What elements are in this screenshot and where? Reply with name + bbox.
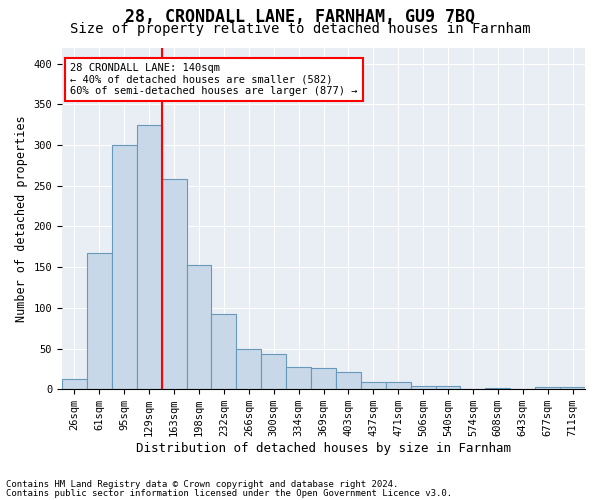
Text: 28, CRONDALL LANE, FARNHAM, GU9 7BQ: 28, CRONDALL LANE, FARNHAM, GU9 7BQ xyxy=(125,8,475,26)
Bar xyxy=(485,388,510,389)
Bar xyxy=(410,386,436,389)
Bar xyxy=(62,380,87,389)
Bar xyxy=(436,386,460,389)
Bar xyxy=(187,264,211,389)
Bar xyxy=(112,145,137,389)
Text: 28 CRONDALL LANE: 140sqm
← 40% of detached houses are smaller (582)
60% of semi-: 28 CRONDALL LANE: 140sqm ← 40% of detach… xyxy=(70,63,358,96)
X-axis label: Distribution of detached houses by size in Farnham: Distribution of detached houses by size … xyxy=(136,442,511,455)
Bar xyxy=(311,368,336,389)
Bar xyxy=(361,382,386,389)
Bar xyxy=(560,387,585,389)
Y-axis label: Number of detached properties: Number of detached properties xyxy=(15,115,28,322)
Bar xyxy=(286,368,311,389)
Bar xyxy=(261,354,286,389)
Bar xyxy=(211,314,236,389)
Text: Contains public sector information licensed under the Open Government Licence v3: Contains public sector information licen… xyxy=(6,488,452,498)
Bar xyxy=(535,387,560,389)
Text: Size of property relative to detached houses in Farnham: Size of property relative to detached ho… xyxy=(70,22,530,36)
Bar xyxy=(386,382,410,389)
Bar xyxy=(336,372,361,389)
Bar xyxy=(236,348,261,389)
Bar xyxy=(137,125,161,389)
Text: Contains HM Land Registry data © Crown copyright and database right 2024.: Contains HM Land Registry data © Crown c… xyxy=(6,480,398,489)
Bar xyxy=(161,180,187,389)
Bar xyxy=(87,252,112,389)
